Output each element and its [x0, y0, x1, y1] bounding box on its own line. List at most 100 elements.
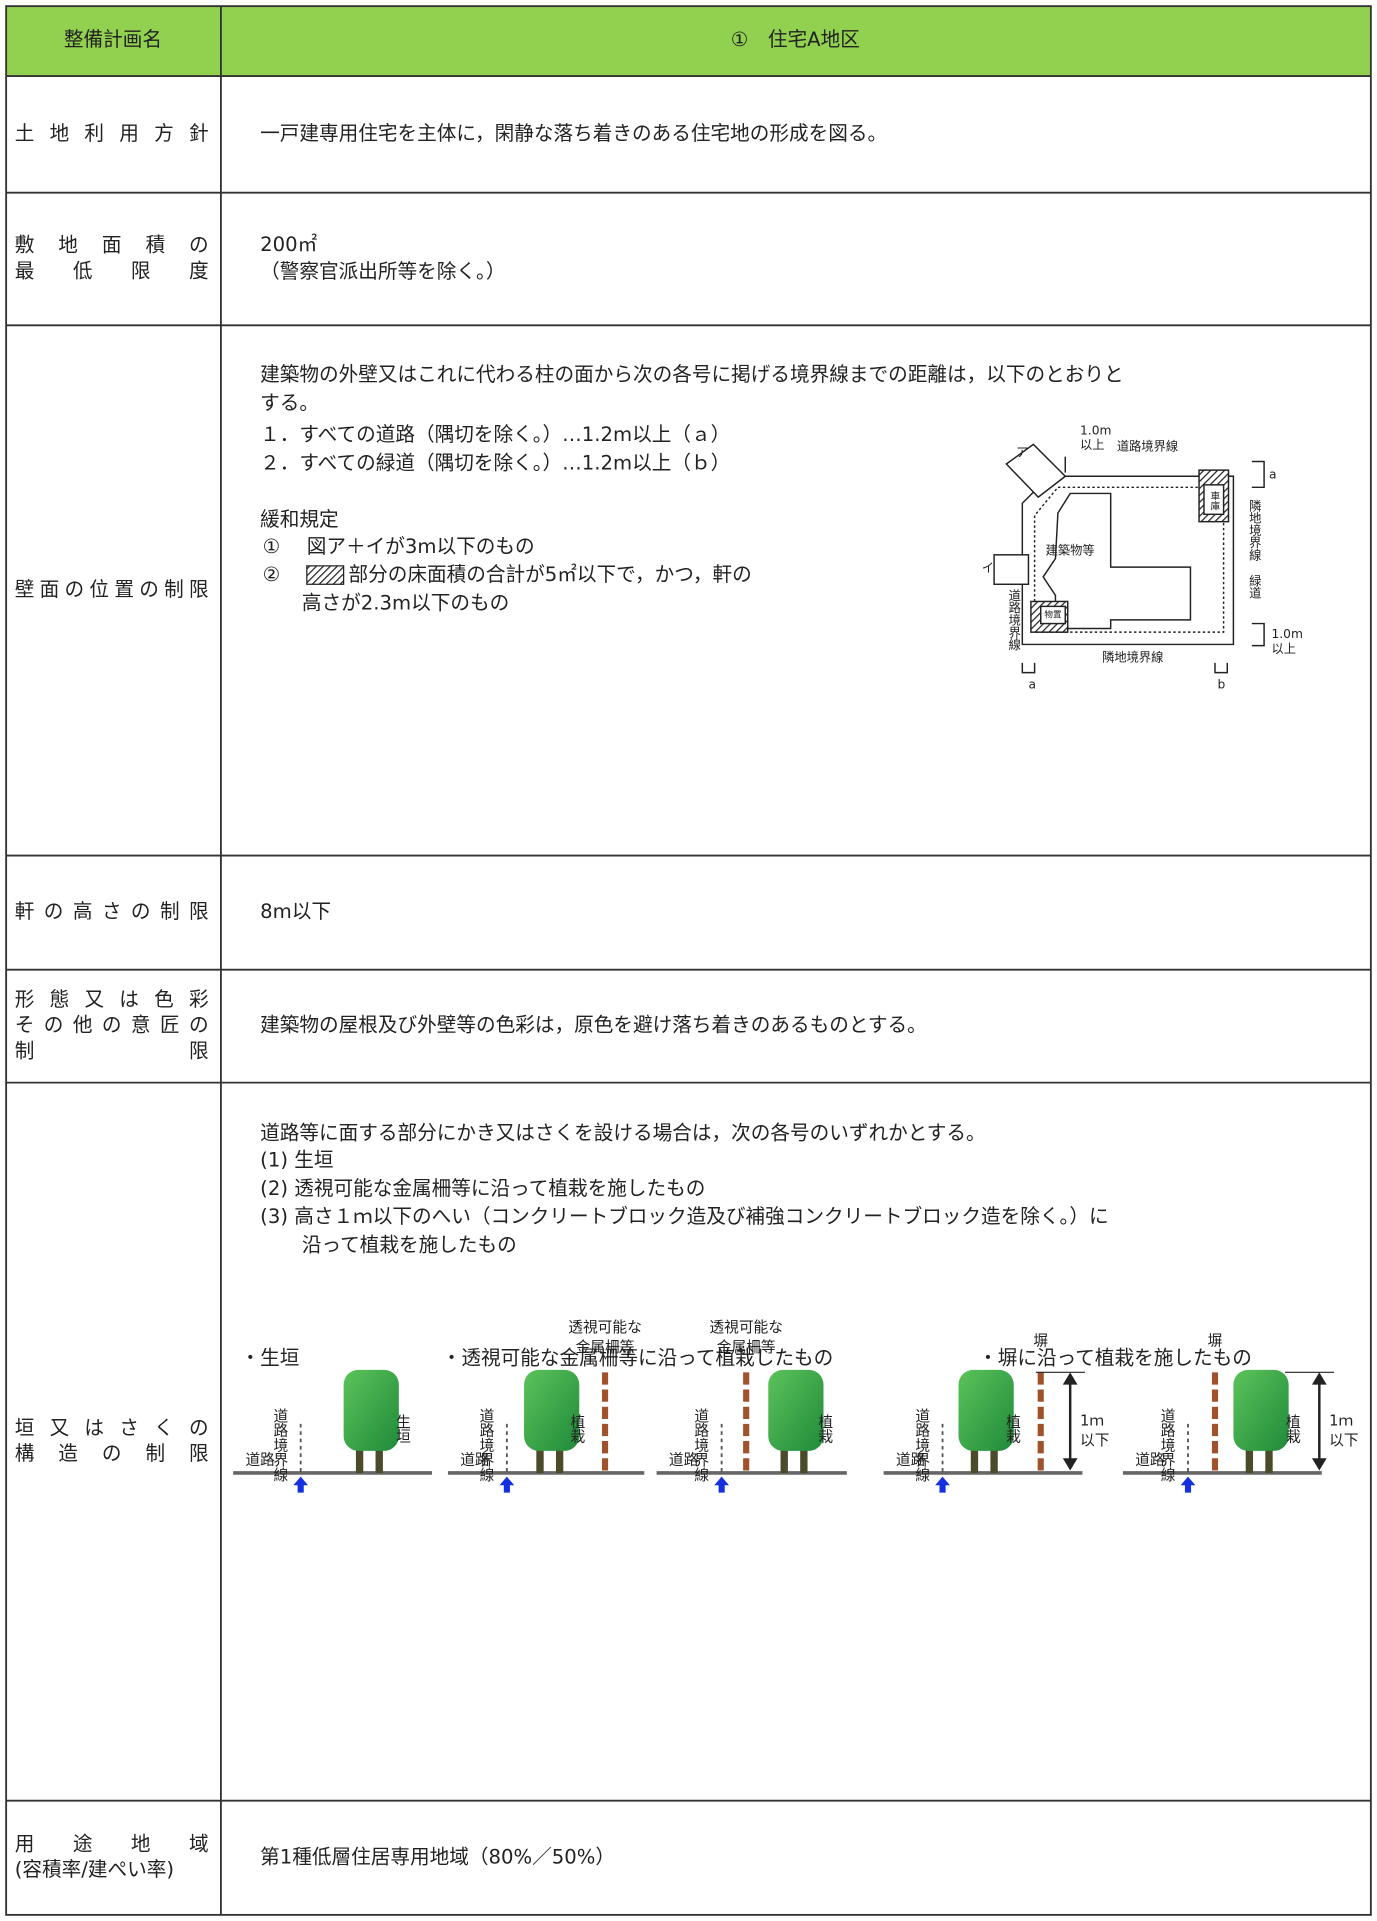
- vertical-label: 植栽: [816, 1414, 833, 1444]
- vertical-label: 道路境界線: [1007, 589, 1021, 651]
- fence-label: 塀: [1033, 1333, 1048, 1350]
- road-label: 道路: [669, 1452, 699, 1469]
- trunk: [780, 1442, 788, 1473]
- trunk: [1265, 1442, 1273, 1473]
- vertical-label: 緑道: [1247, 573, 1261, 599]
- trunk: [536, 1442, 544, 1473]
- diagram-label: a: [1028, 677, 1036, 691]
- table-border: [5, 5, 1372, 1916]
- arrow-head: [1062, 1458, 1078, 1471]
- vertical-label: 道路境界線: [271, 1408, 288, 1482]
- boundary-arrow: [935, 1476, 950, 1493]
- height-label: 1ｍ: [1080, 1412, 1104, 1429]
- boundary-arrow: [714, 1476, 729, 1493]
- fence-caption: ・塀に沿って植栽を施したもの: [978, 1346, 1252, 1369]
- vertical-label: 道路境界線: [692, 1408, 709, 1482]
- row-content: 一戸建専用住宅を主体に，閑静な落ち着きのある住宅地の形成を図る。: [260, 122, 887, 145]
- diagram-label: 1.0m: [1080, 423, 1111, 437]
- row-label: 土地利用方針: [15, 122, 209, 145]
- table-grid: [5, 5, 1372, 1916]
- vertical-label: 道路境界線: [478, 1408, 495, 1482]
- fence-label: 塀: [1208, 1333, 1223, 1350]
- trunk: [375, 1442, 383, 1473]
- relief-number: ②: [263, 563, 281, 586]
- row-content: 第1種低層住居専用地域（80%／50%）: [260, 1845, 615, 1868]
- diagram-label: 以上: [1271, 642, 1296, 656]
- height-label: 以下: [1080, 1432, 1109, 1449]
- trunk: [1245, 1442, 1254, 1473]
- relief-item: 部分の床面積の合計が5㎡以下で，かつ，軒の: [349, 563, 752, 586]
- dimension-bracket: [1214, 662, 1229, 674]
- row-label: 構造の制限: [15, 1442, 209, 1465]
- row-label: 敷地面積の: [15, 234, 209, 257]
- boundary-arrow: [1180, 1476, 1196, 1493]
- vertical-label: 植栽: [1004, 1414, 1021, 1444]
- row-label: 垣又はさくの: [15, 1416, 209, 1439]
- vertical-label: 植栽: [1284, 1414, 1301, 1444]
- boundary-arrow: [499, 1476, 515, 1493]
- row-label: 最低限度: [15, 259, 209, 282]
- dimension-bracket: [1251, 622, 1265, 647]
- trunk: [800, 1442, 808, 1473]
- vertical-label: 道路境界線: [913, 1408, 930, 1482]
- diagram-label: 物置: [1044, 608, 1062, 620]
- diagram-label: 隣地境界線: [1102, 649, 1163, 664]
- diagram-label: b: [1217, 677, 1225, 691]
- vertical-label: 車庫: [1208, 490, 1220, 512]
- setback-line: [1033, 486, 1225, 633]
- row-content: (1) 生垣: [260, 1149, 333, 1172]
- vertical-label: 道路境界線: [1159, 1408, 1176, 1482]
- header-value: ① 住宅A地区: [731, 28, 860, 51]
- diagram-label: 以上: [1080, 438, 1105, 452]
- row-label: その他の意匠の: [15, 1014, 209, 1037]
- arrow-head: [1062, 1372, 1078, 1385]
- height-label: 以下: [1329, 1432, 1358, 1449]
- hedge: [768, 1369, 824, 1451]
- height-label: 1ｍ: [1329, 1412, 1353, 1429]
- row-content: (2) 透視可能な金属柵等に沿って植栽を施したもの: [260, 1177, 705, 1200]
- relief-number: ①: [263, 535, 281, 558]
- fence-label: 金属柵等: [576, 1338, 635, 1356]
- fence-caption: ・生垣: [241, 1346, 300, 1369]
- trunk: [970, 1442, 979, 1473]
- row-content: する。: [260, 391, 319, 414]
- hedge: [343, 1369, 399, 1451]
- fence-label: 透視可能な: [568, 1319, 642, 1336]
- diagram-label: イ: [982, 561, 994, 575]
- shed-inner: [1039, 605, 1067, 625]
- road-label: 道路: [1135, 1452, 1165, 1469]
- hatch-icon: [306, 565, 345, 585]
- row-content: (3) 高さ１ｍ以下のへい（コンクリートブロック造及び補強コンクリートブロック造…: [260, 1205, 1108, 1228]
- building: [1042, 492, 1192, 630]
- dimension-bracket: [1021, 662, 1036, 674]
- trunk: [555, 1442, 564, 1473]
- hedge: [958, 1369, 1014, 1451]
- fence-label: 金属柵等: [717, 1338, 776, 1356]
- vertical-label: 生垣: [394, 1414, 411, 1444]
- diagram-label: 道路境界線: [1117, 438, 1178, 453]
- arrow-head: [1311, 1458, 1327, 1471]
- hedge: [1233, 1369, 1289, 1451]
- corner-i-box: [993, 554, 1030, 586]
- trunk: [990, 1442, 998, 1473]
- vertical-label: 隣地境界線: [1247, 498, 1261, 561]
- corner-a-box: [1005, 443, 1067, 499]
- row-content: 建築物の屋根及び外壁等の色彩は，原色を避け落ち着きのあるものとする。: [260, 1014, 927, 1037]
- garage-inner: [1203, 484, 1225, 516]
- arrow-head: [1311, 1372, 1327, 1385]
- relief-title: 緩和規定: [260, 508, 338, 531]
- row-content: 建築物の外壁又はこれに代わる柱の面から次の各号に掲げる境界線までの距離は，以下の…: [260, 363, 1123, 386]
- relief-item: 高さが2.3m以下のもの: [302, 591, 509, 614]
- relief-item: 図ア＋イが3m以下のもの: [307, 535, 535, 558]
- vertical-label: 植栽: [568, 1414, 585, 1444]
- diagram-label: 建築物等: [1046, 543, 1095, 558]
- road-label: 道路: [460, 1452, 490, 1469]
- row-content: 8m以下: [260, 900, 331, 923]
- trunk: [355, 1442, 364, 1473]
- fence-caption: ・透視可能な金属柵等に沿って植栽したもの: [442, 1346, 833, 1369]
- fence-label: 透視可能な: [709, 1319, 783, 1336]
- row-label: (容積率/建ぺい率): [15, 1858, 174, 1881]
- row-content: １．すべての道路（隅切を除く。）…1.2m以上（ａ）: [260, 423, 730, 446]
